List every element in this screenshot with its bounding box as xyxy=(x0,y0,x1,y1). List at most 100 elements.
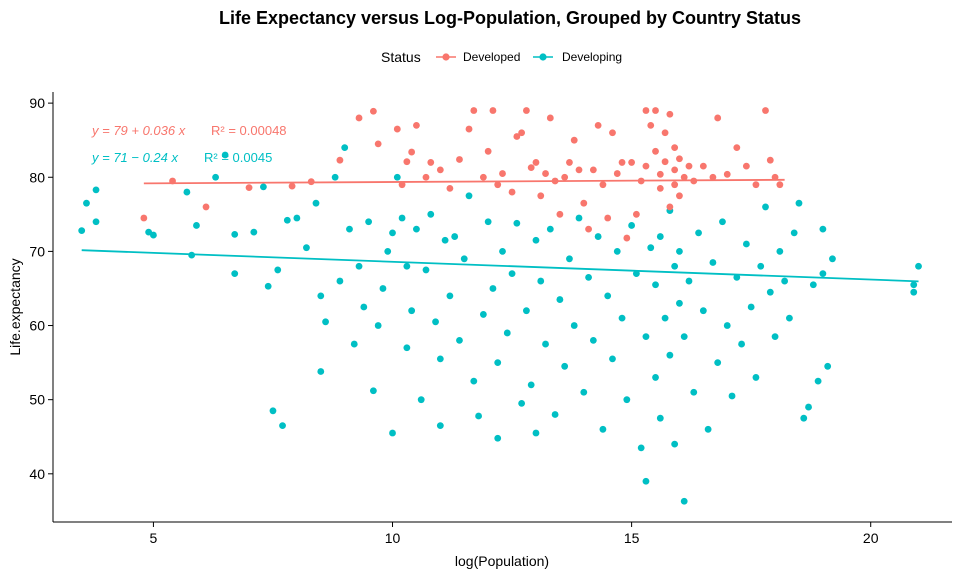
developing-r2: R² = 0.0045 xyxy=(204,150,272,165)
developing-point xyxy=(427,210,435,218)
developing-point xyxy=(676,247,683,255)
developing-point xyxy=(915,262,922,270)
developing-point xyxy=(460,255,468,263)
developing-point xyxy=(699,307,707,315)
developing-point xyxy=(365,218,373,226)
developing-point xyxy=(503,329,511,337)
developed-r2: R² = 0.00048 xyxy=(211,123,287,138)
chart-title: Life Expectancy versus Log-Population, G… xyxy=(219,8,801,28)
developed-point xyxy=(671,181,679,189)
legend: Status Developed Developing xyxy=(381,49,622,65)
developing-point xyxy=(604,292,612,300)
developing-point xyxy=(436,422,444,430)
developing-point xyxy=(642,333,650,341)
developed-point xyxy=(666,203,674,211)
developed-point xyxy=(699,162,707,170)
developed-point xyxy=(570,136,578,144)
developing-point xyxy=(542,340,549,348)
developing-point xyxy=(317,292,325,300)
developing-point xyxy=(671,262,679,270)
developing-point xyxy=(661,314,669,322)
developing-point xyxy=(594,233,602,240)
developed-point xyxy=(580,199,588,207)
developing-point xyxy=(652,374,659,381)
developing-point xyxy=(417,396,425,404)
developed-point xyxy=(532,159,540,166)
developing-point xyxy=(508,270,516,278)
developing-point xyxy=(733,273,741,281)
developing-point xyxy=(193,222,200,229)
legend-key-developing xyxy=(533,53,553,61)
legend-key-developed xyxy=(436,53,456,61)
developing-point xyxy=(221,151,229,159)
developing-point xyxy=(484,218,492,226)
developing-point xyxy=(656,233,664,240)
developing-point xyxy=(762,203,769,211)
developing-regression-line xyxy=(81,249,919,283)
series-developed-points xyxy=(140,107,784,242)
developing-point xyxy=(150,231,157,239)
developing-point xyxy=(575,214,583,222)
developed-point xyxy=(513,133,521,140)
developing-point xyxy=(274,266,282,274)
developing-point xyxy=(331,173,339,181)
developed-point xyxy=(642,162,650,170)
regression-lines xyxy=(81,178,919,283)
y-tick-label: 50 xyxy=(29,392,45,408)
developed-point xyxy=(403,158,411,166)
developed-equation: y = 79 + 0.036 x xyxy=(91,123,186,138)
developed-point xyxy=(393,125,401,133)
developing-point xyxy=(494,359,502,367)
developing-point xyxy=(413,225,420,233)
developing-point xyxy=(436,355,444,363)
developing-point xyxy=(350,340,358,348)
developing-point xyxy=(642,477,650,485)
developing-point xyxy=(685,277,693,285)
x-tick-label: 10 xyxy=(385,530,401,546)
developing-point xyxy=(83,199,90,207)
developing-point xyxy=(647,244,655,252)
developed-point xyxy=(752,181,760,189)
developing-point xyxy=(360,303,368,311)
developing-point xyxy=(403,262,411,270)
developing-point xyxy=(719,218,726,226)
developing-point xyxy=(422,266,430,274)
developed-point xyxy=(398,181,406,189)
developing-point xyxy=(599,425,607,433)
developed-point xyxy=(436,166,444,174)
developing-point xyxy=(336,277,344,285)
developed-point xyxy=(489,107,497,114)
developing-point xyxy=(231,230,239,238)
developing-point xyxy=(212,173,219,181)
developing-point xyxy=(465,192,473,200)
developing-point xyxy=(676,299,683,307)
developed-point xyxy=(508,188,516,196)
developing-point xyxy=(78,227,86,235)
legend-label-developing: Developing xyxy=(562,50,622,64)
developing-point xyxy=(475,412,482,420)
developed-point xyxy=(518,129,526,137)
developing-point xyxy=(666,351,674,359)
developing-point xyxy=(518,399,526,407)
x-tick-label: 15 xyxy=(624,530,640,546)
developing-point xyxy=(824,362,832,370)
developing-point xyxy=(795,199,803,207)
developing-point xyxy=(766,288,774,296)
developed-point xyxy=(499,170,506,177)
developing-point xyxy=(283,216,291,224)
developing-point xyxy=(355,262,363,270)
developed-point xyxy=(484,147,492,155)
developed-point xyxy=(140,214,148,222)
developing-point xyxy=(341,144,349,152)
developed-point xyxy=(723,170,731,178)
developing-point xyxy=(389,229,396,237)
y-tick-label: 80 xyxy=(29,169,45,185)
developed-point xyxy=(656,170,664,178)
developing-point xyxy=(628,222,636,229)
developing-point xyxy=(814,377,822,385)
developed-point xyxy=(589,166,597,174)
developed-point xyxy=(714,114,722,122)
developing-point xyxy=(269,407,277,415)
developed-point xyxy=(671,144,679,152)
